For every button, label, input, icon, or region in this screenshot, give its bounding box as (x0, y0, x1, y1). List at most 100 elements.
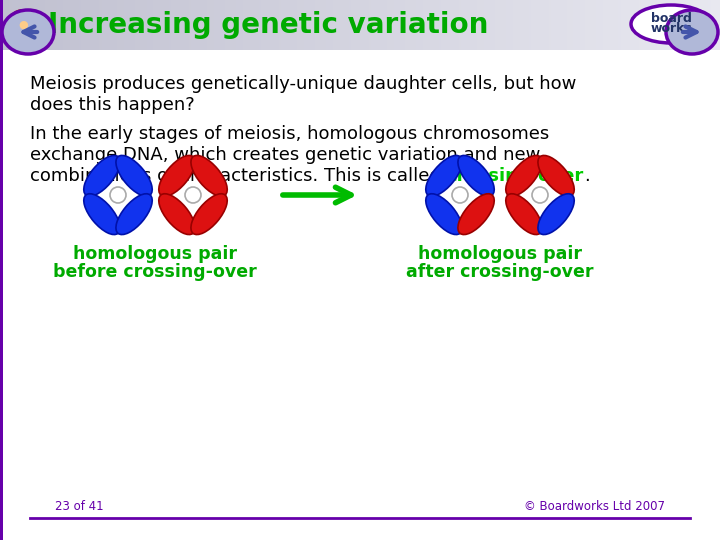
Bar (472, 0, 473, 50)
Bar (335, 0, 336, 50)
Bar (222, 0, 223, 50)
Bar (301, 0, 302, 50)
Bar (518, 0, 519, 50)
Bar (546, 0, 547, 50)
Bar (199, 0, 200, 50)
Bar (380, 0, 381, 50)
Bar (682, 0, 683, 50)
Bar (406, 0, 407, 50)
Text: board: board (651, 12, 691, 25)
Bar (400, 0, 401, 50)
Bar (454, 0, 455, 50)
Bar (689, 0, 690, 50)
Bar (245, 0, 246, 50)
Bar (205, 0, 206, 50)
Bar (706, 0, 707, 50)
Bar (557, 0, 558, 50)
Bar (368, 0, 369, 50)
Bar (590, 0, 591, 50)
Bar (640, 0, 641, 50)
Bar (117, 0, 118, 50)
Bar (416, 0, 417, 50)
Bar (318, 0, 319, 50)
Bar (630, 0, 631, 50)
Bar (418, 0, 419, 50)
Bar (156, 0, 157, 50)
Bar (612, 0, 613, 50)
Bar (475, 0, 476, 50)
Bar (55, 0, 56, 50)
Bar (583, 0, 584, 50)
Bar (33, 0, 34, 50)
Bar (40, 0, 41, 50)
Bar (692, 0, 693, 50)
Bar (50, 0, 51, 50)
Bar (707, 0, 708, 50)
Bar (141, 0, 142, 50)
Bar (71, 0, 72, 50)
Bar (669, 0, 670, 50)
Bar (249, 0, 250, 50)
Bar (708, 0, 709, 50)
Bar (353, 0, 354, 50)
Bar (345, 0, 346, 50)
Bar (317, 0, 318, 50)
Bar (213, 0, 214, 50)
Bar (287, 0, 288, 50)
Bar (658, 0, 659, 50)
Bar (545, 0, 546, 50)
Bar (192, 0, 193, 50)
Bar (271, 0, 272, 50)
Bar (158, 0, 159, 50)
Circle shape (532, 187, 548, 203)
Bar (35, 0, 36, 50)
Bar (212, 0, 213, 50)
Bar (636, 0, 637, 50)
Bar (34, 0, 35, 50)
Bar (548, 0, 549, 50)
Bar (410, 0, 411, 50)
Bar (100, 0, 101, 50)
Bar (339, 0, 340, 50)
Bar (639, 0, 640, 50)
Bar (144, 0, 145, 50)
Bar (221, 0, 222, 50)
Bar (664, 0, 665, 50)
Bar (239, 0, 240, 50)
Bar (385, 0, 386, 50)
Bar (447, 0, 448, 50)
Bar (607, 0, 608, 50)
Bar (601, 0, 602, 50)
Bar (42, 0, 43, 50)
Bar (93, 0, 94, 50)
Bar (103, 0, 104, 50)
Bar (513, 0, 514, 50)
Bar (340, 0, 341, 50)
Bar (210, 0, 211, 50)
Ellipse shape (84, 194, 120, 234)
Bar (466, 0, 467, 50)
Bar (26, 0, 27, 50)
Bar (576, 0, 577, 50)
Bar (394, 0, 395, 50)
Bar (121, 0, 122, 50)
Bar (344, 0, 345, 50)
Bar (459, 0, 460, 50)
Bar (616, 0, 617, 50)
Bar (148, 0, 149, 50)
Bar (352, 0, 353, 50)
Bar (85, 0, 86, 50)
Bar (683, 0, 684, 50)
Bar (135, 0, 136, 50)
Bar (229, 0, 230, 50)
Bar (184, 0, 185, 50)
Bar (72, 0, 73, 50)
Bar (25, 0, 26, 50)
Bar (320, 0, 321, 50)
Bar (643, 0, 644, 50)
Bar (107, 0, 108, 50)
Bar (519, 0, 520, 50)
Bar (657, 0, 658, 50)
Bar (422, 0, 423, 50)
Bar (390, 0, 391, 50)
